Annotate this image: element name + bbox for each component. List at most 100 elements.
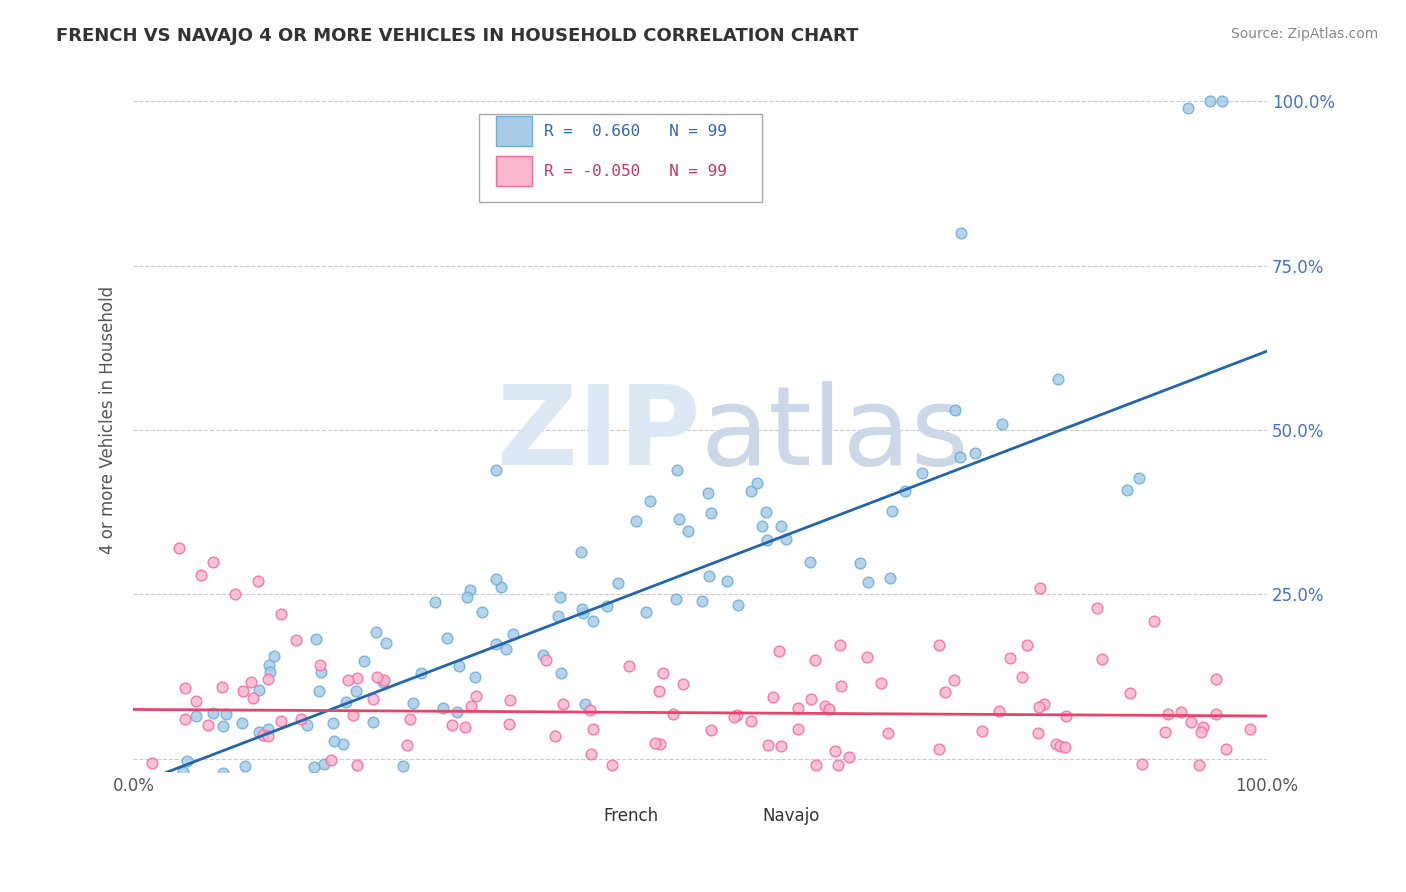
Point: [666, 462, 689, 476]
Point: [211, 680, 233, 694]
Point: [1049, 739, 1071, 754]
Point: [1239, 722, 1261, 736]
Point: [638, 493, 661, 508]
Point: [311, 665, 333, 679]
Point: [290, 712, 312, 726]
Point: [838, 750, 860, 764]
FancyBboxPatch shape: [479, 114, 762, 202]
Point: [690, 593, 713, 607]
Point: [485, 462, 508, 476]
Text: Source: ZipAtlas.com: Source: ZipAtlas.com: [1230, 27, 1378, 41]
Point: [322, 715, 344, 730]
Point: [242, 691, 264, 706]
Point: [247, 574, 270, 589]
Point: [1119, 686, 1142, 700]
Point: [464, 670, 486, 684]
Point: [699, 723, 721, 737]
Point: [212, 719, 235, 733]
Point: [342, 707, 364, 722]
Point: [174, 681, 197, 695]
Point: [409, 666, 432, 681]
Point: [768, 644, 790, 658]
Point: [1177, 101, 1199, 115]
Point: [423, 595, 446, 609]
Point: [1157, 707, 1180, 722]
Point: [485, 572, 508, 586]
Text: Navajo: Navajo: [762, 806, 820, 824]
Point: [167, 541, 190, 556]
Point: [270, 714, 292, 728]
Point: [991, 417, 1014, 431]
Point: [602, 758, 624, 772]
Text: FRENCH VS NAVAJO 4 OR MORE VEHICLES IN HOUSEHOLD CORRELATION CHART: FRENCH VS NAVAJO 4 OR MORE VEHICLES IN H…: [56, 27, 859, 45]
Point: [827, 758, 849, 772]
Point: [1142, 614, 1164, 628]
Point: [942, 673, 965, 687]
Point: [471, 605, 494, 619]
Point: [249, 725, 271, 739]
Point: [373, 673, 395, 687]
Point: [214, 706, 236, 721]
Point: [531, 648, 554, 663]
Point: [436, 631, 458, 645]
Point: [270, 607, 292, 621]
Point: [366, 670, 388, 684]
Point: [323, 733, 346, 747]
Point: [725, 707, 748, 722]
Point: [648, 737, 671, 751]
Point: [458, 583, 481, 598]
Point: [190, 567, 212, 582]
Point: [374, 636, 396, 650]
Point: [460, 698, 482, 713]
Point: [934, 685, 956, 699]
Point: [1205, 672, 1227, 686]
Text: atlas: atlas: [700, 381, 969, 488]
Point: [668, 511, 690, 525]
Point: [1188, 758, 1211, 772]
Y-axis label: 4 or more Vehicles in Household: 4 or more Vehicles in Household: [100, 286, 117, 554]
Point: [828, 638, 851, 652]
Point: [818, 702, 841, 716]
Point: [787, 722, 810, 736]
Point: [855, 649, 877, 664]
Point: [308, 683, 330, 698]
Point: [911, 466, 934, 480]
Point: [1180, 715, 1202, 730]
Point: [963, 445, 986, 459]
Point: [201, 555, 224, 569]
Point: [648, 684, 671, 698]
Point: [596, 599, 619, 614]
Point: [454, 720, 477, 734]
Point: [396, 739, 419, 753]
Point: [499, 693, 522, 707]
Point: [814, 699, 837, 714]
Point: [361, 714, 384, 729]
Point: [582, 614, 605, 628]
Point: [332, 737, 354, 751]
Point: [571, 606, 593, 620]
Point: [184, 694, 207, 708]
Point: [928, 741, 950, 756]
Point: [288, 774, 311, 789]
Point: [136, 824, 159, 838]
Point: [1215, 742, 1237, 756]
Point: [197, 718, 219, 732]
Point: [399, 712, 422, 726]
Point: [485, 637, 508, 651]
Point: [1205, 706, 1227, 721]
FancyBboxPatch shape: [720, 810, 759, 835]
Point: [176, 755, 198, 769]
Point: [751, 519, 773, 533]
Point: [849, 557, 872, 571]
FancyBboxPatch shape: [496, 156, 533, 186]
Point: [232, 684, 254, 698]
Point: [970, 724, 993, 739]
FancyBboxPatch shape: [496, 116, 533, 146]
Point: [697, 569, 720, 583]
Text: R =  0.660   N = 99: R = 0.660 N = 99: [544, 124, 727, 138]
Point: [502, 627, 524, 641]
Point: [1153, 724, 1175, 739]
Point: [1199, 95, 1222, 109]
Point: [870, 676, 893, 690]
Point: [569, 545, 592, 559]
